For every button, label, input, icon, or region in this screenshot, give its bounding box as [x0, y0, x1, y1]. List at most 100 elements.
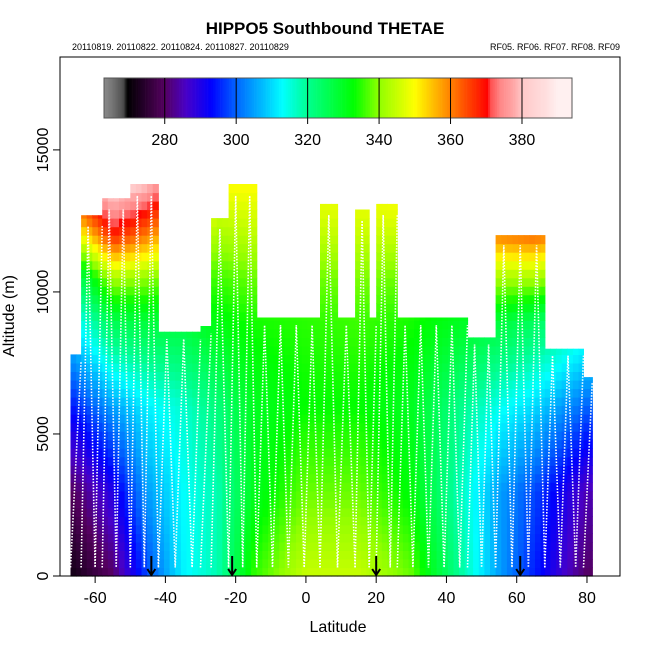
colorbar-swatch	[245, 78, 248, 118]
heatmap-cell	[239, 209, 247, 219]
heatmap-cell	[550, 482, 557, 492]
heatmap-cell	[501, 567, 508, 577]
heatmap-cell	[414, 533, 421, 543]
heatmap-cell	[227, 388, 230, 398]
heatmap-cell	[447, 328, 455, 338]
heatmap-cell	[262, 448, 269, 458]
heatmap-cell	[376, 541, 383, 551]
heatmap-cell	[256, 550, 263, 560]
heatmap-cell	[402, 567, 410, 577]
heatmap-cell	[419, 422, 426, 432]
heatmap-cell	[130, 482, 137, 492]
heatmap-cell	[147, 397, 154, 407]
heatmap-cell	[206, 473, 212, 483]
heatmap-cell	[92, 482, 99, 492]
heatmap-cell	[234, 380, 241, 390]
heatmap-cell	[227, 362, 230, 372]
heatmap-cell	[556, 380, 563, 390]
heatmap-cell	[228, 354, 235, 364]
heatmap-cell	[325, 405, 332, 415]
heatmap-cell	[222, 499, 229, 509]
heatmap-cell	[239, 388, 247, 398]
heatmap-cell	[239, 294, 247, 304]
colorbar-swatch	[477, 78, 480, 118]
heatmap-cell	[523, 294, 530, 304]
heatmap-cell	[550, 354, 557, 364]
heatmap-cell	[141, 184, 148, 194]
heatmap-cell	[408, 337, 415, 347]
colorbar-swatch	[330, 78, 333, 118]
heatmap-cell	[343, 567, 350, 577]
heatmap-cell	[381, 203, 388, 211]
heatmap-cell	[119, 490, 126, 500]
heatmap-cell	[92, 235, 99, 245]
heatmap-cell	[544, 405, 551, 415]
heatmap-cell	[535, 431, 542, 441]
heatmap-cell	[135, 388, 143, 398]
heatmap-cell	[572, 431, 580, 441]
heatmap-cell	[540, 260, 546, 270]
heatmap-cell	[331, 269, 338, 279]
heatmap-cell	[408, 328, 415, 338]
heatmap-cell	[459, 414, 466, 424]
colorbar-swatch	[384, 78, 387, 118]
heatmap-cell	[107, 473, 114, 483]
heatmap-cell	[130, 524, 137, 534]
flight-track	[396, 325, 469, 568]
heatmap-cell	[331, 567, 338, 577]
colorbar-swatch	[179, 78, 182, 118]
heatmap-cell	[506, 337, 514, 347]
heatmap-cell	[86, 260, 93, 270]
colorbar-swatch	[541, 78, 544, 118]
heatmap-cell	[251, 218, 258, 228]
colorbar-swatch	[225, 78, 228, 118]
heatmap-cell	[561, 499, 568, 509]
heatmap-cell	[484, 345, 491, 355]
heatmap-cell	[102, 277, 109, 287]
heatmap-cell	[222, 311, 229, 321]
heatmap-cell	[529, 380, 536, 390]
heatmap-cell	[442, 414, 449, 424]
heatmap-cell	[518, 345, 525, 355]
heatmap-cell	[234, 567, 241, 577]
heatmap-cell	[320, 345, 327, 355]
heatmap-cell	[211, 533, 218, 543]
heatmap-cell	[387, 414, 394, 424]
heatmap-cell	[355, 303, 362, 313]
heatmap-cell	[414, 320, 421, 330]
heatmap-cell	[135, 218, 143, 228]
heatmap-cell	[296, 482, 303, 492]
heatmap-cell	[192, 397, 199, 407]
heatmap-cell	[135, 397, 143, 407]
heatmap-cell	[478, 482, 485, 492]
heatmap-cell	[102, 473, 109, 483]
heatmap-cell	[81, 286, 88, 296]
heatmap-cell	[200, 541, 207, 551]
heatmap-cell	[135, 362, 143, 372]
heatmap-cell	[374, 397, 377, 407]
heatmap-cell	[387, 397, 394, 407]
heatmap-cell	[227, 243, 230, 253]
heatmap-cell	[192, 362, 199, 372]
heatmap-cell	[216, 362, 223, 372]
colorbar-swatch	[371, 78, 375, 118]
heatmap-cell	[354, 507, 356, 517]
heatmap-cell	[354, 354, 356, 364]
heatmap-cell	[366, 431, 370, 441]
heatmap-cell	[320, 303, 327, 313]
heatmap-cell	[425, 482, 432, 492]
heatmap-cell	[583, 567, 590, 577]
heatmap-cell	[135, 533, 143, 543]
heatmap-cell	[355, 490, 362, 500]
heatmap-cell	[301, 345, 308, 355]
heatmap-cell	[360, 362, 367, 372]
heatmap-cell	[320, 371, 327, 381]
heatmap-cell	[97, 226, 103, 236]
heatmap-cell	[343, 507, 350, 517]
heatmap-cell	[320, 499, 327, 509]
heatmap-cell	[135, 567, 143, 577]
heatmap-cell	[147, 524, 154, 534]
heatmap-cell	[495, 405, 502, 415]
colorbar-swatch	[550, 78, 553, 118]
heatmap-cell	[284, 388, 291, 398]
